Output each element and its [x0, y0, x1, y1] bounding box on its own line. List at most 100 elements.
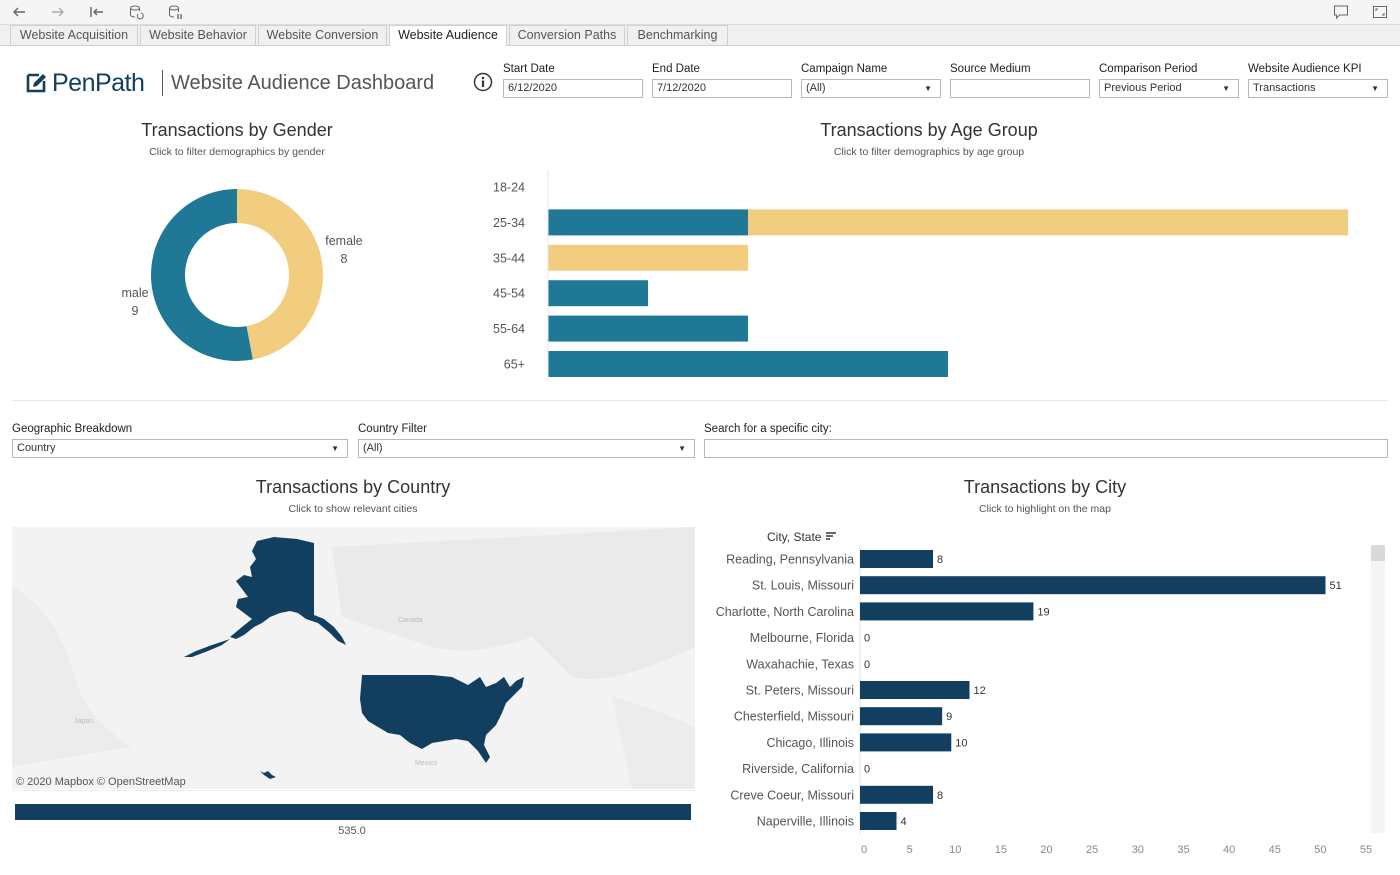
city-label-charlotte-north-carolina[interactable]: Charlotte, North Carolina: [716, 605, 854, 619]
donut-slice-female[interactable]: [237, 189, 324, 360]
city-bar-naperville-illinois[interactable]: [860, 812, 897, 830]
source-medium-input[interactable]: [950, 79, 1090, 98]
comparison-period-select[interactable]: Previous Period ▼: [1099, 79, 1239, 98]
city-search-label: Search for a specific city:: [704, 423, 832, 435]
city-search-filter: Search for a specific city:: [704, 422, 1388, 458]
chevron-down-icon: ▼: [1371, 84, 1379, 93]
age-bar-25-34-male[interactable]: [548, 209, 748, 236]
map-land-asia: [12, 587, 132, 767]
geo-breakdown-select[interactable]: Country ▼: [12, 439, 348, 458]
refresh-data-icon[interactable]: [125, 2, 147, 22]
city-label-st-peters-missouri[interactable]: St. Peters, Missouri: [746, 684, 854, 698]
gender-chart-title: Transactions by Gender: [141, 120, 333, 140]
age-bar-25-34-female[interactable]: [748, 209, 1348, 236]
tab-website-audience[interactable]: Website Audience: [389, 25, 507, 46]
city-label-riverside-california[interactable]: Riverside, California: [742, 762, 854, 776]
arrow-right-icon[interactable]: [47, 2, 69, 22]
source-medium-filter: Source Medium: [950, 62, 1090, 98]
city-x-tick-10: 10: [949, 844, 961, 856]
city-label-creve-coeur-missouri[interactable]: Creve Coeur, Missouri: [730, 788, 854, 802]
city-value-melbourne-florida: 0: [864, 633, 870, 645]
age-label-55-64: 55-64: [493, 322, 525, 336]
city-x-tick-55: 55: [1360, 844, 1372, 856]
country-map[interactable]: Canada Japan Mexico © 2020 Mapbox © Open…: [12, 527, 695, 789]
city-bar-reading-pennsylvania[interactable]: [860, 550, 934, 568]
donut-slice-male[interactable]: [151, 189, 253, 361]
kpi-label: Website Audience KPI: [1248, 63, 1362, 75]
city-label-chicago-illinois[interactable]: Chicago, Illinois: [766, 736, 854, 750]
start-date-label: Start Date: [503, 63, 555, 75]
chevron-down-icon: ▼: [1222, 84, 1230, 93]
city-x-tick-40: 40: [1223, 844, 1235, 856]
city-label-melbourne-florida[interactable]: Melbourne, Florida: [750, 631, 854, 645]
map-label-japan: Japan: [74, 718, 93, 725]
campaign-filter: Campaign Name (All) ▼: [801, 62, 941, 98]
country-filter-label: Country Filter: [358, 423, 428, 435]
sort-icon[interactable]: [825, 531, 837, 541]
tab-website-behavior[interactable]: Website Behavior: [140, 25, 256, 45]
toolbar: [0, 0, 1400, 25]
city-label-reading-pennsylvania[interactable]: Reading, Pennsylvania: [726, 553, 854, 567]
country-filter-select[interactable]: (All) ▼: [358, 439, 695, 458]
city-bar-charlotte-north-carolina[interactable]: [860, 602, 1034, 621]
end-date-filter: End Date 7/12/2020: [652, 62, 792, 98]
source-medium-label: Source Medium: [950, 63, 1031, 75]
map-land-canada: [332, 527, 695, 679]
gender-donut-chart[interactable]: female 8 male 9: [100, 175, 400, 375]
map-alaska[interactable]: [230, 537, 346, 645]
tab-website-acquisition[interactable]: Website Acquisition: [10, 25, 138, 45]
city-bar-creve-coeur-missouri[interactable]: [860, 785, 934, 804]
city-label-chesterfield-missouri[interactable]: Chesterfield, Missouri: [734, 710, 854, 724]
city-x-tick-20: 20: [1040, 844, 1052, 856]
city-label-naperville-illinois[interactable]: Naperville, Illinois: [757, 815, 854, 829]
chevron-down-icon: ▼: [678, 444, 686, 453]
city-bar-chicago-illinois[interactable]: [860, 733, 952, 752]
map-usa[interactable]: [360, 675, 524, 763]
chevron-down-icon: ▼: [331, 444, 339, 453]
city-value-waxahachie-texas: 0: [864, 659, 870, 671]
tab-conversion-paths[interactable]: Conversion Paths: [509, 25, 625, 45]
pause-updates-icon[interactable]: [164, 2, 186, 22]
age-bar-65+-male[interactable]: [548, 351, 948, 377]
start-date-input[interactable]: 6/12/2020: [503, 79, 643, 98]
city-x-tick-30: 30: [1132, 844, 1144, 856]
tab-website-conversion[interactable]: Website Conversion: [258, 25, 387, 45]
end-date-input[interactable]: 7/12/2020: [652, 79, 792, 98]
country-chart-title: Transactions by Country: [255, 477, 451, 497]
campaign-select[interactable]: (All) ▼: [801, 79, 941, 98]
info-icon[interactable]: [473, 72, 493, 92]
age-bar-55-64-male[interactable]: [548, 315, 748, 342]
arrow-left-icon[interactable]: [8, 2, 30, 22]
skip-back-icon[interactable]: [86, 2, 108, 22]
female-label: female: [325, 234, 363, 248]
male-value: 9: [132, 304, 139, 318]
age-bar-chart[interactable]: 18-24 25-34 35-44 45-54 55-64 65+: [480, 170, 1380, 385]
city-bar-st-louis-missouri[interactable]: [860, 576, 1326, 595]
age-label-45-54: 45-54: [493, 287, 525, 301]
city-scrollbar[interactable]: [1371, 545, 1385, 833]
city-x-tick-5: 5: [907, 844, 913, 856]
city-bar-chart[interactable]: Reading, Pennsylvania 8 St. Louis, Missour…: [700, 545, 1390, 860]
tab-strip: Website Acquisition Website Behavior Web…: [0, 25, 1400, 46]
pen-logo-icon: [26, 73, 46, 93]
age-bar-45-54-male[interactable]: [548, 280, 648, 307]
city-value-charlotte-north-carolina: 19: [1037, 606, 1049, 618]
fullscreen-icon[interactable]: [1369, 2, 1391, 22]
city-search-input[interactable]: [704, 439, 1388, 458]
comment-icon[interactable]: [1330, 2, 1352, 22]
age-bar-35-44-female[interactable]: [548, 244, 748, 271]
logo-text: PenPath: [52, 68, 145, 97]
kpi-select[interactable]: Transactions ▼: [1248, 79, 1388, 98]
city-bar-chesterfield-missouri[interactable]: [860, 707, 943, 726]
city-column-header[interactable]: City, State: [767, 530, 837, 544]
city-value-chicago-illinois: 10: [955, 737, 967, 749]
kpi-filter: Website Audience KPI Transactions ▼: [1248, 62, 1388, 98]
map-hawaii: [260, 771, 276, 779]
city-x-tick-15: 15: [995, 844, 1007, 856]
city-bar-st-peters-missouri[interactable]: [860, 681, 970, 699]
city-label-waxahachie-texas[interactable]: Waxahachie, Texas: [746, 657, 854, 671]
city-label-st-louis-missouri[interactable]: St. Louis, Missouri: [752, 579, 854, 593]
tab-benchmarking[interactable]: Benchmarking: [627, 25, 728, 45]
male-label: male: [121, 286, 148, 300]
city-scrollbar-thumb[interactable]: [1371, 545, 1385, 561]
